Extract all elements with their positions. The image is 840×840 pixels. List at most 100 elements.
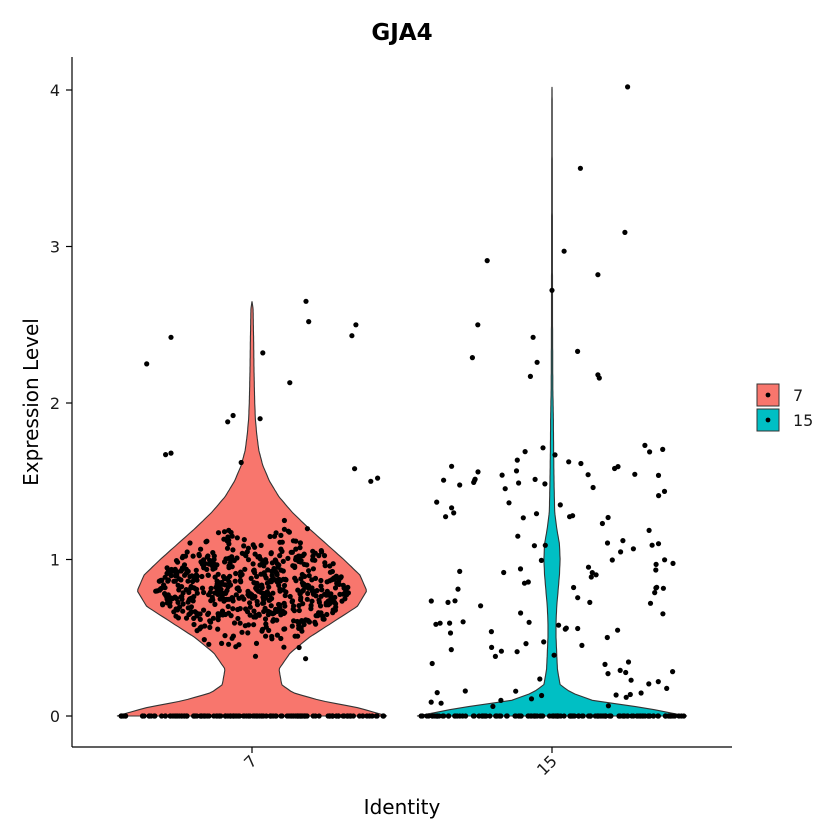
point-7 <box>360 713 366 719</box>
point-7 <box>304 617 311 624</box>
point-7 <box>301 621 307 628</box>
point-15 <box>437 620 443 626</box>
point-7 <box>309 588 315 594</box>
point-15 <box>532 713 538 719</box>
point-7 <box>188 585 194 591</box>
point-15 <box>512 713 518 719</box>
point-7 <box>268 603 274 609</box>
point-7 <box>287 380 293 386</box>
point-7 <box>201 557 207 563</box>
point-15 <box>588 574 594 580</box>
point-7 <box>313 593 319 599</box>
point-7 <box>298 597 304 603</box>
point-7 <box>168 450 174 456</box>
point-7 <box>262 616 269 622</box>
point-7 <box>233 644 239 650</box>
point-7 <box>201 607 207 613</box>
point-7 <box>321 616 327 622</box>
y-tick-label: 3 <box>50 238 60 257</box>
point-15 <box>452 598 458 604</box>
point-7 <box>254 598 260 605</box>
point-7 <box>187 540 193 546</box>
point-7 <box>222 633 228 639</box>
point-15 <box>646 527 652 534</box>
point-7 <box>314 588 320 594</box>
point-7 <box>297 553 303 559</box>
point-7 <box>194 577 200 583</box>
point-7 <box>234 555 240 561</box>
point-15 <box>533 511 540 517</box>
point-7 <box>309 598 315 604</box>
point-7 <box>257 556 263 562</box>
point-7 <box>260 600 266 606</box>
point-7 <box>205 553 211 559</box>
point-15 <box>504 713 510 719</box>
point-7 <box>241 537 247 543</box>
point-7 <box>167 713 173 719</box>
point-7 <box>208 585 214 591</box>
point-7 <box>259 582 265 588</box>
point-7 <box>254 713 260 719</box>
point-7 <box>312 557 318 563</box>
point-7 <box>156 578 162 584</box>
point-7 <box>234 535 240 541</box>
point-7 <box>288 549 294 555</box>
point-15 <box>518 713 524 719</box>
point-7 <box>174 572 180 578</box>
point-15 <box>655 472 662 478</box>
point-15 <box>646 713 652 719</box>
point-15 <box>472 476 478 482</box>
point-7 <box>271 533 278 539</box>
point-15 <box>513 688 519 694</box>
point-7 <box>318 593 324 599</box>
point-15 <box>575 348 581 354</box>
point-15 <box>585 472 591 478</box>
point-15 <box>599 520 606 527</box>
point-15 <box>523 641 529 647</box>
point-7 <box>148 713 154 719</box>
point-15 <box>670 669 676 675</box>
point-7 <box>310 548 316 554</box>
point-7 <box>327 713 333 719</box>
point-15 <box>526 619 532 625</box>
point-7 <box>297 540 303 546</box>
point-7 <box>271 565 277 572</box>
point-7 <box>165 578 171 584</box>
point-7 <box>285 555 291 562</box>
point-15 <box>652 590 658 596</box>
point-15 <box>516 480 522 486</box>
point-15 <box>660 611 666 617</box>
point-15 <box>642 442 648 448</box>
point-7 <box>175 599 181 606</box>
point-15 <box>613 692 619 698</box>
point-7 <box>215 617 221 623</box>
point-7 <box>206 641 212 647</box>
point-7 <box>306 319 312 325</box>
point-7 <box>234 713 240 719</box>
point-7 <box>310 713 316 719</box>
point-7 <box>260 350 266 356</box>
point-7 <box>197 616 203 623</box>
point-7 <box>167 603 173 609</box>
point-7 <box>162 591 168 597</box>
point-7 <box>364 713 370 719</box>
point-7 <box>373 713 379 719</box>
point-15 <box>576 713 582 719</box>
point-7 <box>219 608 226 614</box>
point-7 <box>331 599 338 605</box>
point-7 <box>339 598 345 604</box>
point-7 <box>211 556 217 563</box>
point-7 <box>375 475 381 481</box>
point-15 <box>638 690 644 696</box>
point-7 <box>278 532 284 539</box>
point-7 <box>312 575 319 582</box>
x-axis: 7 15 <box>72 746 732 779</box>
point-15 <box>604 634 610 641</box>
legend: 715 <box>756 383 813 432</box>
point-7 <box>315 613 321 619</box>
point-7 <box>260 713 266 719</box>
point-15 <box>655 713 661 719</box>
point-7 <box>353 322 359 328</box>
point-7 <box>208 598 214 604</box>
point-7 <box>330 561 336 567</box>
